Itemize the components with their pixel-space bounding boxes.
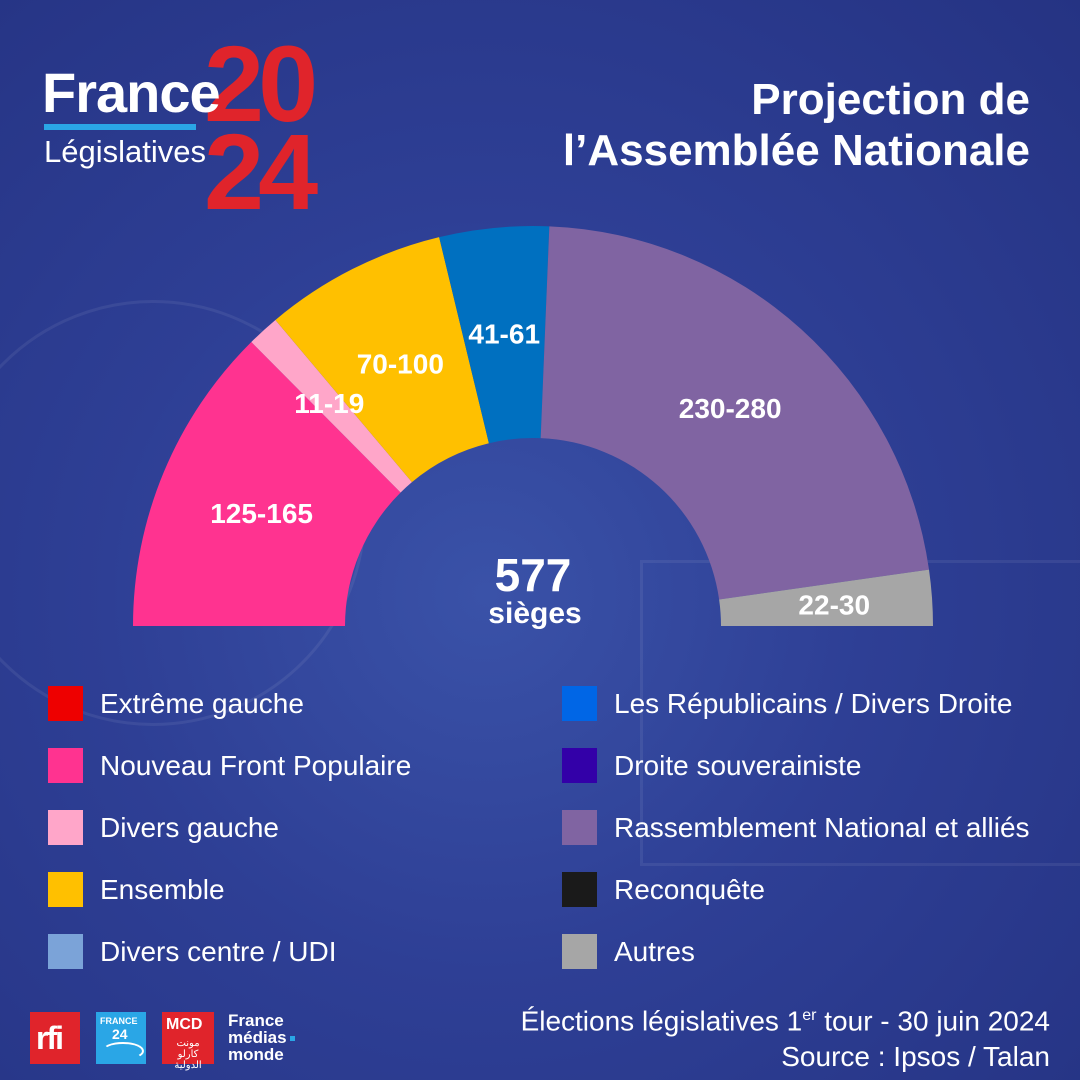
legend-label: Rassemblement National et alliés [614,812,1030,843]
segment-value-label: 11-19 [294,388,364,419]
legend-label: Reconquête [614,874,766,905]
legend-swatch [48,872,83,907]
hemicycle-segment [719,569,933,626]
title-line-2: l’Assemblée Nationale [562,126,1030,175]
legend-swatch [562,686,597,721]
source-text: Source : Ipsos / Talan [781,1041,1050,1073]
legend-swatch [562,872,597,907]
mcd-logo-arabic: مونت كارلو الدولية [174,1038,202,1071]
hemicycle-segment [439,225,550,444]
segment-value-label: 22-30 [798,590,870,621]
hemicycle-segment [540,226,929,600]
mcd-logo-text: MCD [166,1016,203,1033]
hemicycle-segment [133,342,401,626]
election-info-main: Élections législatives 1 [520,1005,803,1037]
legend-swatch [562,934,597,969]
fmm-line-1: France [228,1011,284,1030]
france24-logo-number: 24 [112,1026,128,1042]
legend-swatch [48,748,83,783]
logo-subtitle: Législatives [44,134,206,169]
legend-swatch [562,810,597,845]
election-info: Élections législatives 1er tour - 30 jui… [521,998,1050,1039]
segment-value-label: 125-165 [210,498,313,529]
legend-label: Divers centre / UDI [100,936,337,967]
election-info-date: tour - 30 juin 2024 [816,1005,1050,1037]
france-medias-monde-logo: France médias monde [228,1012,308,1064]
france24-logo-text: FRANCE [100,1016,138,1026]
hemicycle-segment [275,237,489,483]
logo-underline [44,124,196,130]
total-seats-value: 577 [495,549,572,601]
legend-label: Ensemble [100,874,225,905]
logo-year-top: 20 [204,23,318,144]
hemicycle-segment [251,319,412,493]
logo-word: France [42,61,221,124]
fmm-line-2: médias [228,1029,308,1046]
fmm-line-2-text: médias [228,1028,287,1047]
legend-swatch [48,810,83,845]
legend-label: Extrême gauche [100,688,304,719]
france24-logo: FRANCE 24 [96,1012,146,1064]
fmm-line-3: monde [228,1045,284,1064]
segment-value-label: 70-100 [357,349,444,380]
legend-label: Droite souverainiste [614,750,862,781]
page-title: Projection de l’Assemblée Nationale [563,74,1030,176]
legend-label: Nouveau Front Populaire [100,750,412,781]
title-line-1: Projection de [751,75,1030,124]
legend-label: Divers gauche [100,812,279,843]
legend-swatch [562,748,597,783]
rfi-logo-text: rfi [36,1020,64,1056]
hemicycle-segments [133,225,933,626]
fmm-dot-icon [289,1036,295,1042]
segment-value-label: 230-280 [679,393,782,424]
legend-swatch [48,934,83,969]
total-seats-label: sièges [488,597,581,630]
footer-caption: Élections législatives 1er tour - 30 jui… [521,998,1050,1075]
logo-year-bottom: 24 [204,111,318,232]
france24-waves-icon [102,1042,144,1060]
election-info-ordinal: er [802,1007,817,1024]
segment-value-label: 41-61 [468,318,540,349]
hemicycle-labels: 125-165 11-19 70-100 41-61 230-280 22-30 [210,318,870,620]
rfi-logo: rfi [30,1012,80,1064]
france-2024-legislatives-logo: 20 24 France Législatives [40,23,380,226]
legend-swatch [48,686,83,721]
mcd-logo: MCD مونت كارلو الدولية [162,1012,214,1071]
legend-label: Autres [614,936,695,967]
legend-label: Les Républicains / Divers Droite [614,688,1013,719]
